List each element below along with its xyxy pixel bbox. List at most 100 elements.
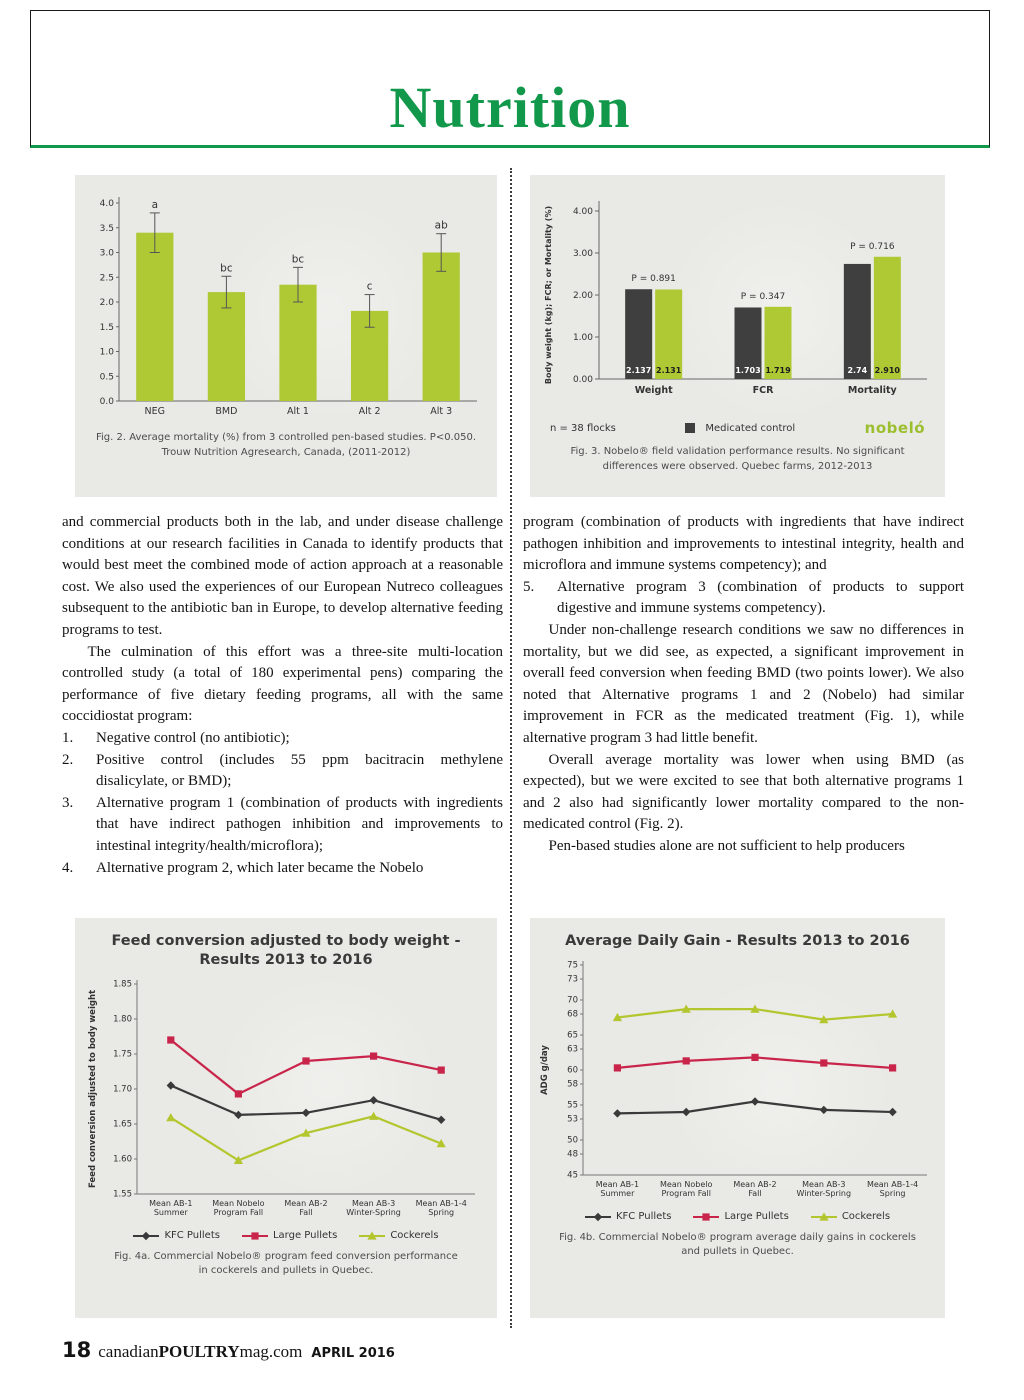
svg-text:1.719: 1.719 xyxy=(765,366,791,375)
fig4a-caption-line1: Fig. 4a. Commercial Nobelo® program feed… xyxy=(114,1250,458,1262)
svg-text:3.00: 3.00 xyxy=(572,249,592,259)
fig4b-title-line1: Average Daily Gain - Results 2013 to 201… xyxy=(565,933,910,949)
paragraph: The culmination of this effort was a thr… xyxy=(62,643,503,725)
svg-text:63: 63 xyxy=(567,1044,578,1054)
legend-item-kfc-pullets: KFC Pullets xyxy=(584,1211,672,1223)
svg-text:BMD: BMD xyxy=(215,406,237,417)
fig3-field-validation-bar-chart: Body weight (kg); FCR; or Mortality (%) 0… xyxy=(544,201,927,396)
page-number: 18 xyxy=(62,1338,92,1362)
list-text: Alternative program 1 (combination of pr… xyxy=(96,794,503,854)
list-text: Alternative program 2, which later becam… xyxy=(96,859,424,876)
svg-text:1.60: 1.60 xyxy=(113,1154,132,1164)
svg-text:1.00: 1.00 xyxy=(572,333,592,343)
legend-item-cockerels: Cockerels xyxy=(359,1230,439,1242)
svg-text:65: 65 xyxy=(567,1030,578,1040)
svg-text:Alt 2: Alt 2 xyxy=(359,406,381,417)
svg-text:1.70: 1.70 xyxy=(113,1084,132,1094)
legend-label: KFC Pullets xyxy=(615,1211,672,1223)
svg-text:P = 0.716: P = 0.716 xyxy=(850,242,895,252)
fig3-caption-line1: Fig. 3. Nobelo® field validation perform… xyxy=(570,446,905,457)
svg-text:2.0: 2.0 xyxy=(100,298,115,308)
legend-marker-icon xyxy=(241,1232,268,1240)
page-header: Nutrition xyxy=(30,10,990,148)
fig2-caption-line1: Fig. 2. Average mortality (%) from 3 con… xyxy=(96,432,476,443)
list-item: 4. Alternative program 2, which later be… xyxy=(62,858,503,880)
fig2-caption: Fig. 2. Average mortality (%) from 3 con… xyxy=(96,431,476,460)
fig2-caption-line2: Trouw Nutrition Agresearch, Canada, (201… xyxy=(161,446,411,458)
svg-text:4.00: 4.00 xyxy=(572,207,592,217)
svg-text:2.5: 2.5 xyxy=(100,273,114,283)
fig4b-average-daily-gain-line-chart: ADG g/day 45 48 50 53 55 58 60 63 65 68 70 73 75 Mean … xyxy=(540,960,927,1198)
legend-item-large-pullets: Large Pullets xyxy=(241,1230,337,1242)
svg-text:bc: bc xyxy=(220,262,233,274)
fig4a-caption: Fig. 4a. Commercial Nobelo® program feed… xyxy=(114,1250,458,1279)
svg-text:2.131: 2.131 xyxy=(656,366,682,375)
legend-marker-icon xyxy=(810,1212,837,1221)
fig4a-feed-conversion-line-chart: Feed conversion adjusted to body weight 1… xyxy=(88,979,475,1217)
legend-item-cockerels: Cockerels xyxy=(810,1211,891,1223)
list-item: 5. Alternative program 3 (combination of… xyxy=(523,577,964,620)
svg-text:1.85: 1.85 xyxy=(113,979,132,989)
list-continuation: program (combination of products with in… xyxy=(523,514,964,574)
legend-label: KFC Pullets xyxy=(164,1230,220,1242)
svg-text:1.0: 1.0 xyxy=(100,348,115,358)
fig3-flock-count: n = 38 flocks xyxy=(549,422,616,434)
brand-suffix: mag.com xyxy=(239,1342,303,1361)
legend-marker-icon xyxy=(133,1231,160,1240)
fig4b-caption: Fig. 4b. Commercial Nobelo® program aver… xyxy=(559,1231,916,1260)
fig3-panel: Body weight (kg); FCR; or Mortality (%) 0… xyxy=(530,175,945,497)
svg-text:2.137: 2.137 xyxy=(626,366,651,375)
svg-text:P = 0.347: P = 0.347 xyxy=(740,292,784,302)
svg-text:NEG: NEG xyxy=(145,406,165,417)
list-item: 1. Negative control (no antibiotic); xyxy=(62,728,503,750)
fig4b-title: Average Daily Gain - Results 2013 to 201… xyxy=(565,932,910,951)
fig4b-caption-line1: Fig. 4b. Commercial Nobelo® program aver… xyxy=(559,1231,916,1243)
list-item: 2. Positive control (includes 55 ppm bac… xyxy=(62,750,503,793)
legend-label: Cockerels xyxy=(841,1211,891,1223)
medicated-control-label: Medicated control xyxy=(705,422,796,434)
legend-label: Cockerels xyxy=(390,1230,439,1242)
fig4a-title: Feed conversion adjusted to body weight … xyxy=(111,932,460,970)
list-text: Alternative program 3 (combination of pr… xyxy=(557,578,964,617)
svg-text:a: a xyxy=(152,199,158,211)
svg-text:0.5: 0.5 xyxy=(100,372,114,382)
legend-marker-icon xyxy=(584,1212,611,1222)
fig2-panel: 0.0 0.5 1.0 1.5 2.0 2.5 3.0 3.5 4.0 a NEG bc BMD bc Al… xyxy=(75,175,497,497)
list-number: 2. xyxy=(62,751,74,768)
paragraph: Pen-based studies alone are not sufficie… xyxy=(548,837,905,854)
page-title: Nutrition xyxy=(389,75,631,140)
svg-text:1.55: 1.55 xyxy=(113,1189,132,1199)
fig4b-caption-line2: and pullets in Quebec. xyxy=(681,1246,794,1258)
svg-text:1.75: 1.75 xyxy=(113,1049,132,1059)
svg-text:Feed conversion adjusted to bo: Feed conversion adjusted to body weight xyxy=(88,990,98,1188)
svg-text:c: c xyxy=(367,281,373,293)
svg-text:53: 53 xyxy=(567,1114,578,1124)
svg-text:2.910: 2.910 xyxy=(874,366,900,375)
legend-item-large-pullets: Large Pullets xyxy=(693,1211,789,1223)
svg-text:Alt 1: Alt 1 xyxy=(287,406,309,417)
legend-item-kfc-pullets: KFC Pullets xyxy=(133,1230,220,1242)
svg-text:70: 70 xyxy=(567,995,578,1005)
svg-text:FCR: FCR xyxy=(752,385,773,396)
paragraph: Under non-challenge research conditions … xyxy=(523,621,964,746)
svg-text:73: 73 xyxy=(567,974,578,984)
svg-text:1.5: 1.5 xyxy=(100,323,114,333)
paragraph: Overall average mortality was lower when… xyxy=(523,751,964,833)
svg-text:45: 45 xyxy=(567,1170,578,1180)
fig4b-panel: Average Daily Gain - Results 2013 to 201… xyxy=(530,918,945,1318)
svg-text:60: 60 xyxy=(567,1065,578,1075)
article-left-column: and commercial products both in the lab,… xyxy=(62,512,503,879)
fig4b-legend: KFC Pullets Large Pullets Cockerels xyxy=(584,1211,891,1223)
fig3-caption: Fig. 3. Nobelo® field validation perform… xyxy=(570,445,904,474)
fig4a-title-line2: Results 2013 to 2016 xyxy=(199,951,373,968)
medicated-control-swatch xyxy=(685,423,696,433)
svg-text:3.5: 3.5 xyxy=(100,224,114,234)
paragraph: and commercial products both in the lab,… xyxy=(62,514,503,638)
